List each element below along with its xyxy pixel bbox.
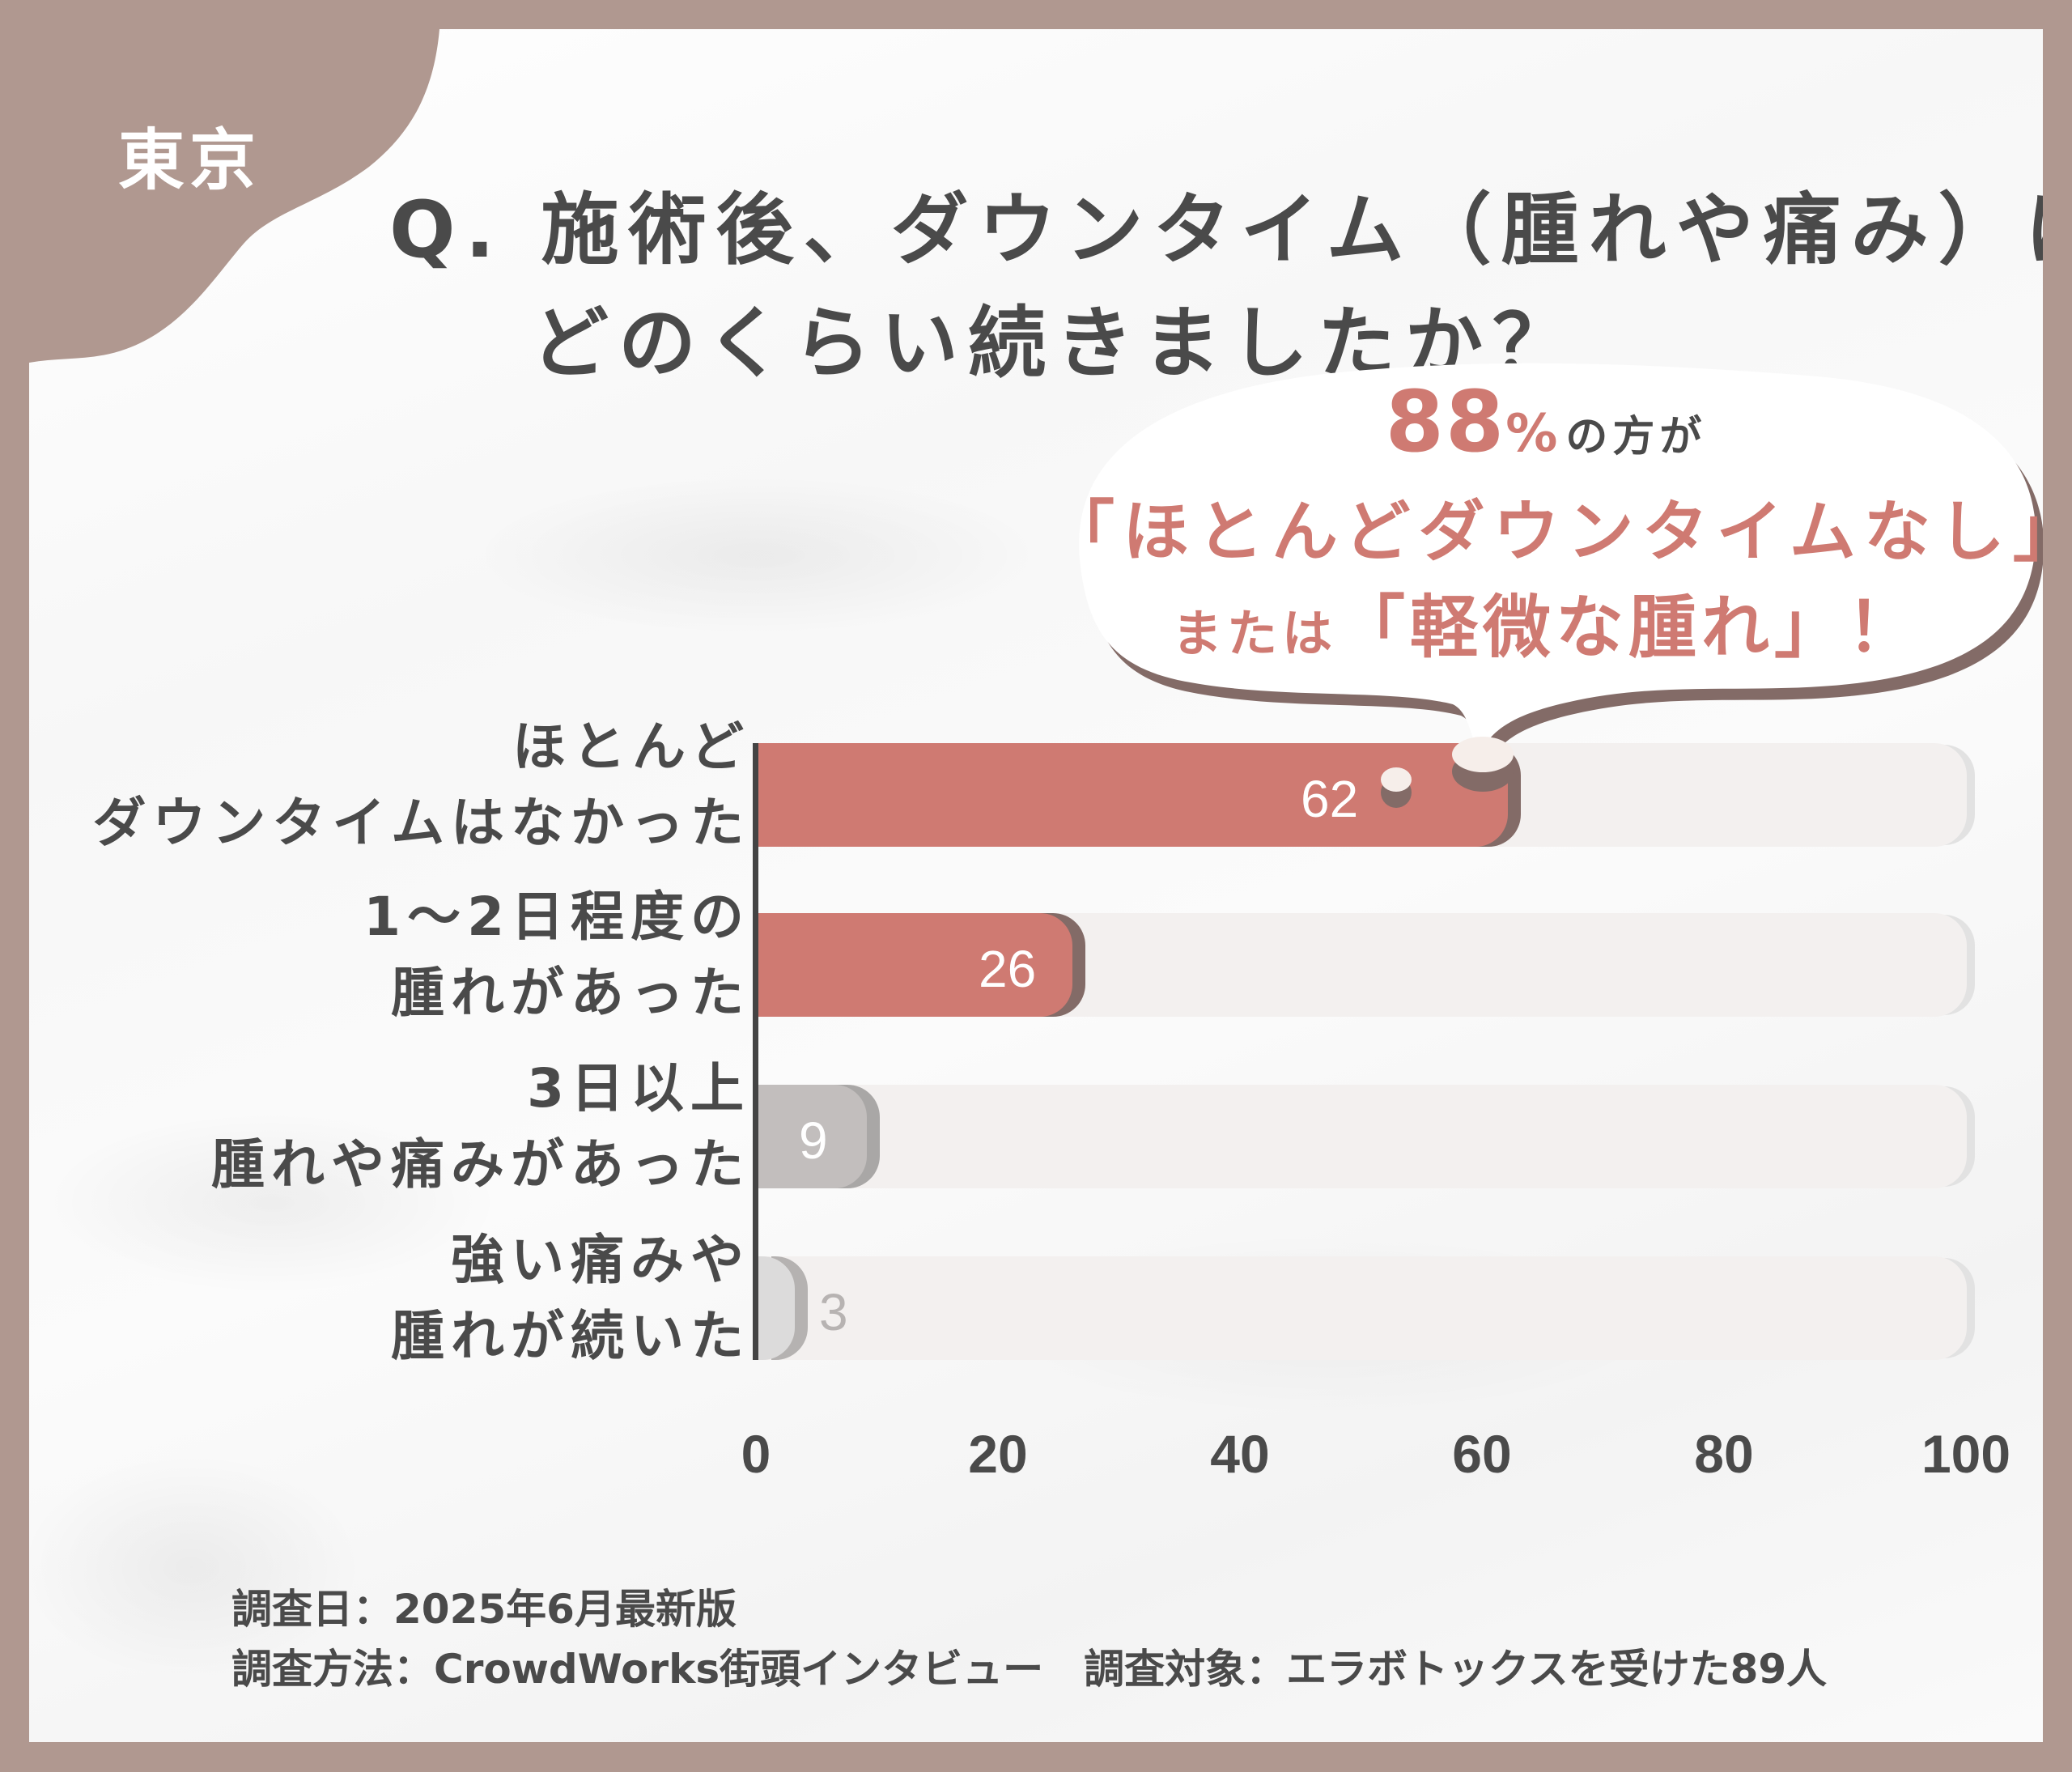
callout-line3-highlight: 「軽微な腫れ」！ [1337, 588, 1921, 667]
bubble-dot-small [1381, 767, 1412, 792]
x-tick-40: 40 [1210, 1424, 1270, 1484]
callout-percent-value: 88 [1385, 372, 1506, 471]
bar-4 [758, 1256, 795, 1360]
x-tick-100: 100 [1921, 1424, 2011, 1484]
footer-survey-date: 調査日：2025年6月最新版 [231, 1586, 737, 1633]
bar-value-4: 3 [819, 1283, 848, 1341]
question-title-line1: Q. 施術後、ダウンタイム（腫れや痛み）は [389, 185, 2043, 275]
bar-track-4 [758, 1256, 1967, 1360]
y-axis-line [753, 743, 758, 1360]
x-tick-0: 0 [741, 1424, 771, 1484]
x-tick-80: 80 [1694, 1424, 1754, 1484]
callout-line1: 88% の方が [1048, 372, 2043, 471]
x-tick-60: 60 [1452, 1424, 1512, 1484]
footer-survey-method: 調査方法：CrowdWorks街頭インタビュー [231, 1646, 1044, 1693]
callout-line3: または「軽微な腫れ」！ [1048, 573, 2043, 671]
footer-survey-info: 調査方法：CrowdWorks街頭インタビュー 調査対象：エラボトックスを受けた8… [231, 1637, 1827, 1695]
bar-2: 26 [758, 913, 1072, 1017]
corner-blob-decoration [29, 29, 439, 363]
callout-line1-suffix: の方が [1565, 413, 1707, 461]
callout-bubble: 88% の方が 「ほとんどダウンタイムなし」 または「軽微な腫れ」！ [1048, 356, 2043, 766]
bar-value-2: 26 [979, 940, 1037, 998]
category-label-1: ほとんど ダウンタイムはなかった [92, 716, 750, 854]
callout-line3-prefix: または [1171, 604, 1337, 663]
region-label: 東京 [118, 122, 261, 199]
category-label-2: 1〜2日程度の 腫れがあった [363, 886, 750, 1024]
category-label-3: 3日以上 腫れや痛みがあった [211, 1057, 750, 1196]
bar-3: 9 [758, 1085, 867, 1188]
bar-value-1: 62 [1301, 770, 1359, 828]
callout-line2: 「ほとんどダウンタイムなし」 [1048, 494, 2043, 571]
bar-1: 62 [758, 737, 1514, 847]
x-tick-20: 20 [968, 1424, 1028, 1484]
footer-survey-target: 調査対象：エラボトックスを受けた89人 [1084, 1646, 1828, 1693]
bubble-shape [1079, 363, 2043, 766]
infographic-panel: 東京 Q. 施術後、ダウンタイム（腫れや痛み）は どのくらい続きましたか？ 88… [29, 29, 2043, 1742]
callout-percent-sign: % [1505, 404, 1558, 464]
bar-track-3 [758, 1085, 1967, 1188]
bar-value-3: 9 [799, 1111, 828, 1170]
bubble-dot-large [1452, 737, 1514, 772]
category-label-4: 強い痛みや 腫れが続いた [391, 1229, 750, 1367]
